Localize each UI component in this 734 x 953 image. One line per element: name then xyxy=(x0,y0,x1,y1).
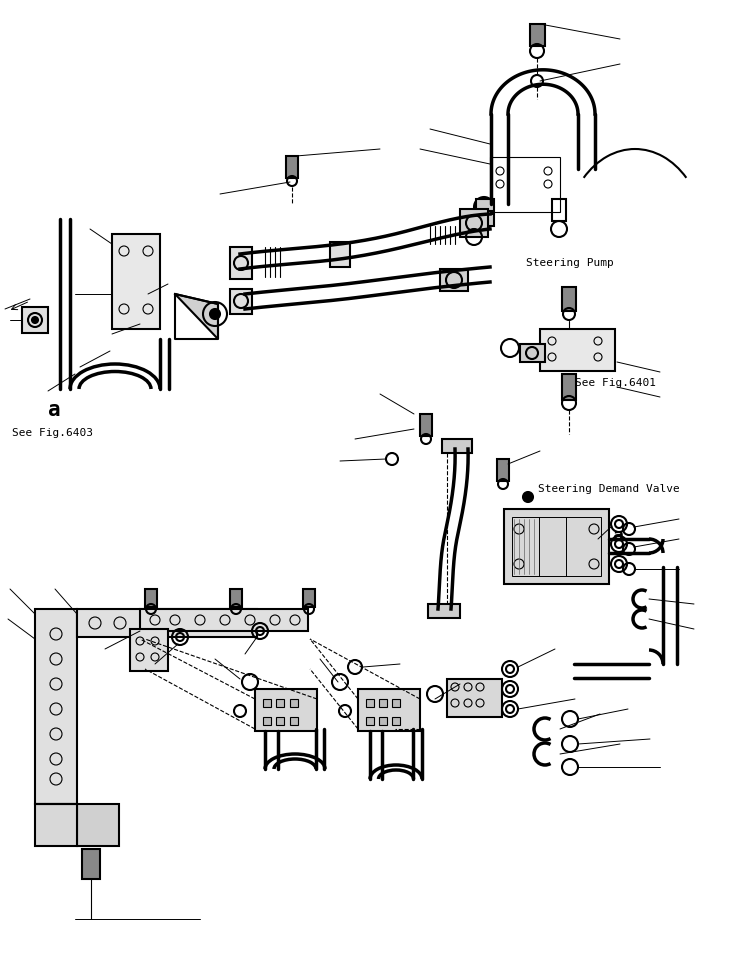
Text: a: a xyxy=(48,399,61,419)
Bar xyxy=(366,700,374,707)
Polygon shape xyxy=(175,294,218,339)
Bar xyxy=(77,804,119,846)
Bar xyxy=(263,700,271,707)
Circle shape xyxy=(523,493,533,502)
Bar xyxy=(540,330,615,372)
Bar xyxy=(77,609,257,638)
Bar xyxy=(512,517,601,577)
Bar xyxy=(290,700,298,707)
Bar xyxy=(112,234,160,330)
Bar xyxy=(552,200,566,222)
Text: a: a xyxy=(612,526,623,544)
Bar xyxy=(303,589,315,607)
Bar xyxy=(476,200,494,212)
Bar xyxy=(476,214,494,227)
Bar xyxy=(35,609,77,804)
Bar xyxy=(230,248,252,280)
Bar xyxy=(130,629,168,671)
Bar xyxy=(497,459,509,481)
Bar xyxy=(140,609,308,631)
Bar xyxy=(442,439,472,454)
Bar xyxy=(490,158,560,213)
Bar xyxy=(392,700,400,707)
Bar xyxy=(520,345,545,363)
Text: Steering Demand Valve: Steering Demand Valve xyxy=(538,483,680,494)
Bar xyxy=(230,589,242,607)
Bar xyxy=(276,700,284,707)
Bar xyxy=(447,679,502,718)
Circle shape xyxy=(32,317,38,324)
Bar xyxy=(366,718,374,725)
Bar xyxy=(530,25,545,47)
Bar xyxy=(22,308,48,334)
Bar xyxy=(276,718,284,725)
Bar xyxy=(562,375,576,400)
Circle shape xyxy=(210,310,220,319)
Bar xyxy=(420,415,432,436)
Bar xyxy=(263,718,271,725)
Bar xyxy=(290,718,298,725)
Bar xyxy=(358,689,420,731)
Bar xyxy=(428,604,460,618)
Bar xyxy=(392,718,400,725)
Bar xyxy=(562,288,576,312)
Text: See Fig.6403: See Fig.6403 xyxy=(12,428,93,437)
Bar xyxy=(82,849,100,879)
Bar xyxy=(230,290,252,314)
Bar xyxy=(460,210,488,237)
Bar xyxy=(379,700,387,707)
Bar xyxy=(255,689,317,731)
Text: Steering Pump: Steering Pump xyxy=(526,257,614,268)
Bar xyxy=(35,804,77,846)
Bar xyxy=(440,270,468,292)
Bar xyxy=(504,510,609,584)
Bar xyxy=(286,157,298,179)
Text: See Fig.6401: See Fig.6401 xyxy=(575,377,656,388)
Bar xyxy=(379,718,387,725)
Bar xyxy=(330,243,350,268)
Bar xyxy=(145,589,157,607)
